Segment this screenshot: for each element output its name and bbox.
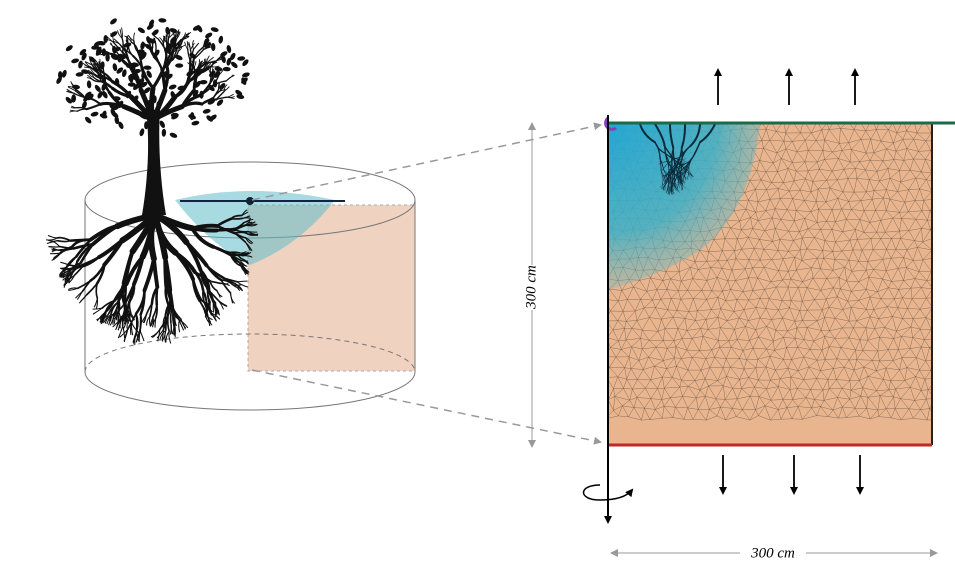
leaf bbox=[223, 67, 231, 72]
leaf bbox=[65, 44, 74, 52]
branch bbox=[57, 238, 70, 241]
leaf bbox=[241, 72, 250, 79]
leaf bbox=[137, 26, 146, 34]
branch bbox=[53, 241, 60, 246]
leaf bbox=[105, 54, 110, 62]
leaf bbox=[210, 26, 219, 32]
branch bbox=[207, 265, 222, 280]
branch bbox=[155, 318, 156, 327]
branch bbox=[231, 293, 233, 303]
leaf bbox=[159, 120, 167, 129]
branch bbox=[51, 253, 60, 254]
leaf bbox=[204, 31, 213, 39]
leaf bbox=[158, 18, 166, 23]
width-label: 300 cm bbox=[750, 545, 795, 561]
leaf bbox=[139, 128, 146, 137]
branch bbox=[229, 252, 239, 253]
branch bbox=[155, 55, 162, 69]
leaf bbox=[109, 17, 118, 25]
branch bbox=[210, 302, 211, 312]
leaf bbox=[84, 116, 93, 125]
branch bbox=[70, 110, 77, 111]
branch bbox=[71, 240, 91, 241]
leaf bbox=[211, 43, 216, 51]
figure: 300 cm 300 cm bbox=[0, 0, 955, 561]
leaf bbox=[169, 132, 178, 139]
branch bbox=[80, 295, 87, 302]
leaf bbox=[237, 56, 245, 61]
leaf bbox=[218, 35, 224, 44]
leaf bbox=[168, 84, 177, 91]
branch bbox=[140, 331, 144, 341]
branch bbox=[122, 38, 123, 52]
branch bbox=[238, 281, 247, 282]
leaf bbox=[87, 80, 92, 88]
branch bbox=[96, 284, 97, 299]
emitter bbox=[246, 197, 254, 205]
branch bbox=[217, 291, 220, 298]
leaf bbox=[236, 94, 245, 100]
leaf bbox=[90, 111, 99, 117]
branch bbox=[210, 281, 221, 283]
leaf bbox=[102, 48, 107, 56]
branch bbox=[77, 109, 86, 111]
branch bbox=[129, 302, 130, 313]
branch bbox=[58, 241, 71, 242]
leaf bbox=[143, 65, 151, 70]
branch bbox=[194, 44, 199, 50]
branch bbox=[157, 287, 158, 305]
leaf bbox=[230, 61, 239, 70]
leaf bbox=[174, 54, 183, 61]
tree bbox=[46, 17, 257, 344]
branch bbox=[165, 257, 166, 286]
branch bbox=[139, 330, 140, 341]
branch bbox=[134, 33, 135, 41]
leaf bbox=[191, 120, 200, 126]
leaf bbox=[71, 58, 80, 64]
branch bbox=[87, 104, 101, 109]
leaf bbox=[151, 28, 160, 37]
height-label: 300 cm bbox=[523, 265, 539, 310]
leaf bbox=[202, 108, 211, 114]
leaf bbox=[140, 41, 146, 50]
leaf bbox=[112, 63, 118, 72]
branch bbox=[48, 236, 57, 238]
leaf bbox=[161, 129, 166, 137]
branch bbox=[154, 259, 157, 287]
leaf bbox=[175, 63, 183, 67]
leaf bbox=[199, 91, 203, 99]
